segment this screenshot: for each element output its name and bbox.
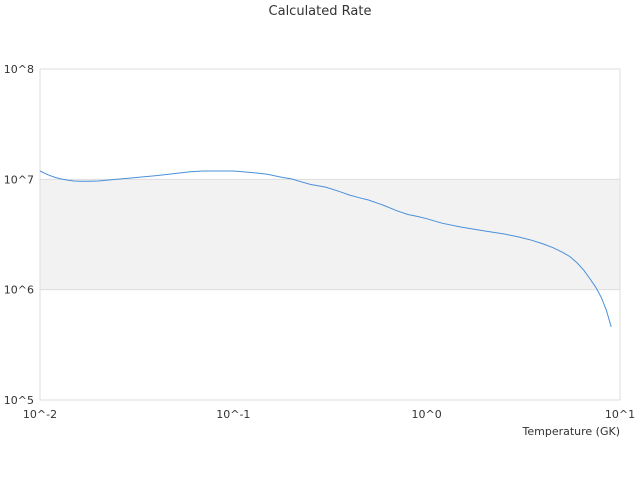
chart-title: Calculated Rate (268, 4, 372, 19)
y-tick-label: 10^8 (4, 63, 34, 76)
y-tick-label: 10^5 (4, 394, 34, 407)
x-tick-label: 10^0 (412, 408, 442, 421)
x-tick-label: 10^-1 (216, 408, 250, 421)
y-tick-label: 10^6 (4, 284, 34, 297)
shaded-band (40, 179, 620, 290)
x-tick-label: 10^-2 (23, 408, 57, 421)
x-axis-title: Temperature (GK) (522, 425, 621, 438)
series-line (39, 170, 612, 328)
y-tick-label: 10^7 (4, 173, 34, 186)
x-tick-label: 10^1 (605, 408, 635, 421)
